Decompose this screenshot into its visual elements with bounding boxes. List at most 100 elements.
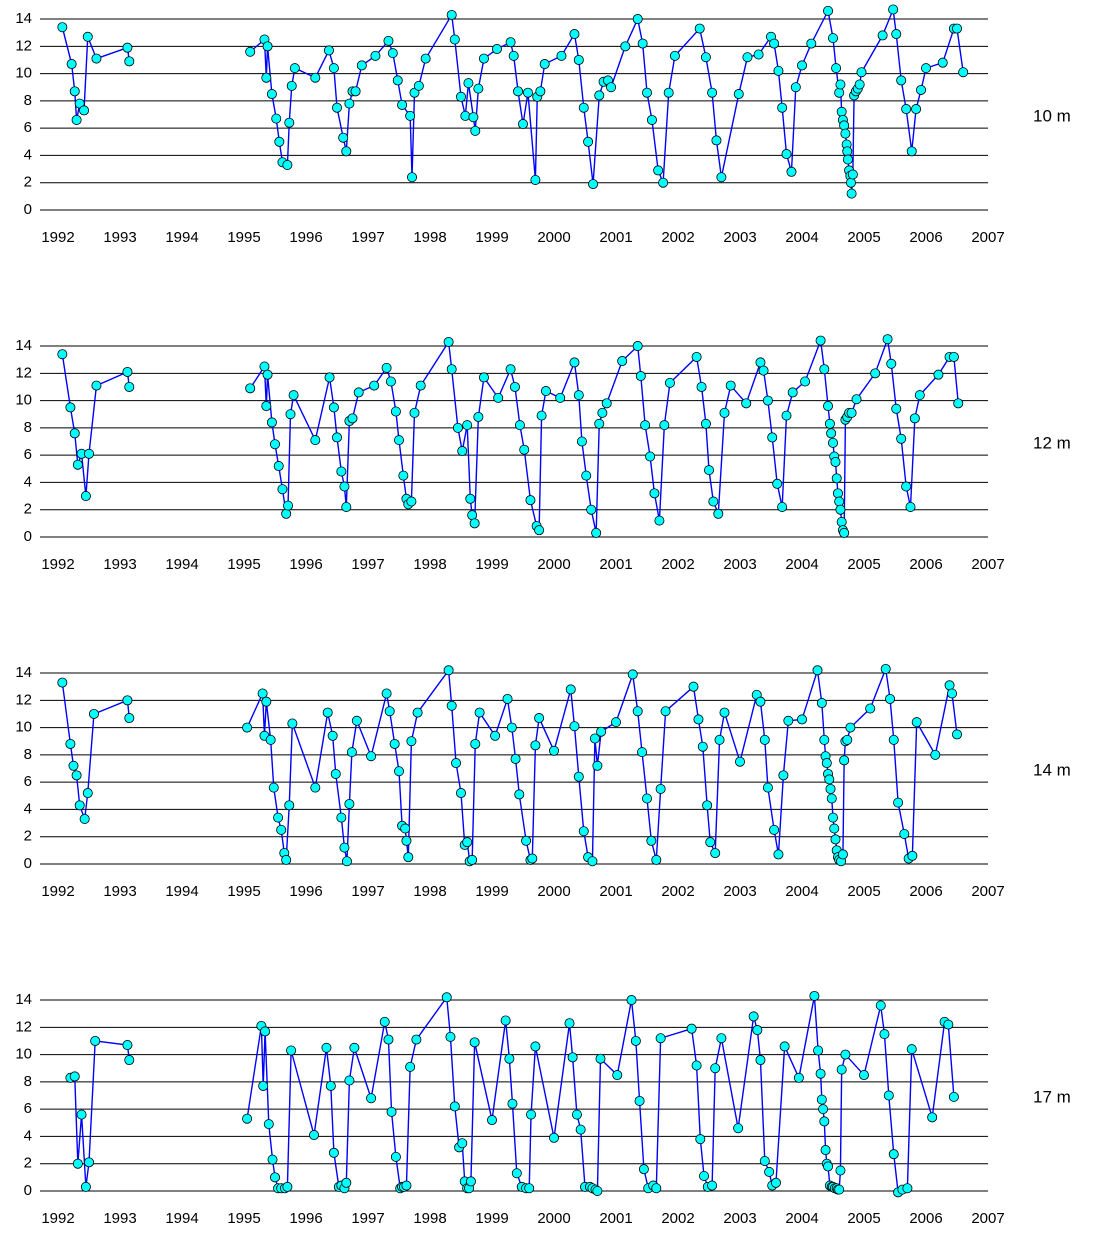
data-point — [646, 835, 657, 846]
data-point — [331, 432, 342, 443]
data-point — [773, 849, 784, 860]
data-point — [704, 465, 715, 476]
data-point — [953, 398, 964, 409]
data-point — [534, 713, 545, 724]
data-point — [816, 698, 827, 709]
data-point — [836, 1064, 847, 1075]
x-tick-label: 2003 — [723, 229, 756, 246]
data-point — [627, 669, 638, 680]
data-point — [581, 470, 592, 481]
data-point — [271, 113, 282, 124]
data-point — [390, 406, 401, 417]
data-point — [282, 159, 293, 170]
data-point — [587, 856, 598, 867]
data-point — [328, 1147, 339, 1158]
data-point — [536, 410, 547, 421]
data-point — [952, 23, 963, 34]
data-point — [601, 398, 612, 409]
data-point — [274, 136, 285, 147]
data-point — [262, 369, 273, 380]
data-point — [242, 1113, 253, 1124]
data-point — [828, 812, 839, 823]
data-point — [846, 407, 857, 418]
y-tick-label: 0 — [24, 528, 32, 545]
data-point — [778, 770, 789, 781]
y-tick-label: 2 — [24, 501, 32, 518]
data-point — [565, 684, 576, 695]
x-tick-label: 2007 — [971, 556, 1004, 573]
data-point — [697, 741, 708, 752]
data-point — [840, 128, 851, 139]
data-point — [571, 1109, 582, 1120]
data-point — [356, 60, 367, 71]
y-tick-label: 8 — [24, 419, 32, 436]
data-point — [502, 693, 513, 704]
data-point — [478, 53, 489, 64]
data-point — [455, 788, 466, 799]
data-point — [835, 1165, 846, 1176]
data-point — [691, 1060, 702, 1071]
data-point — [465, 1176, 476, 1187]
data-point — [80, 491, 91, 502]
x-tick-label: 2000 — [537, 229, 570, 246]
data-point — [91, 53, 102, 64]
data-point — [286, 80, 297, 91]
data-point — [781, 410, 792, 421]
data-point — [310, 782, 321, 793]
data-point — [245, 383, 256, 394]
data-point — [443, 665, 454, 676]
y-tick-label: 8 — [24, 746, 32, 763]
data-point — [824, 774, 835, 785]
x-tick-label: 2005 — [847, 1210, 880, 1227]
data-point — [816, 1094, 827, 1105]
data-point — [521, 835, 532, 846]
data-point — [400, 823, 411, 834]
data-point — [401, 1180, 412, 1191]
data-point — [933, 369, 944, 380]
data-point — [269, 439, 280, 450]
x-tick-label: 2005 — [847, 883, 880, 900]
data-point — [569, 357, 580, 368]
data-point — [260, 1026, 271, 1037]
data-point — [467, 510, 478, 521]
data-point — [630, 1035, 641, 1046]
data-point — [847, 169, 858, 180]
data-point — [344, 98, 355, 109]
data-point — [797, 60, 808, 71]
data-point — [285, 409, 296, 420]
data-point — [504, 1053, 515, 1064]
data-point — [381, 362, 392, 373]
data-point — [462, 837, 473, 848]
data-point — [770, 1177, 781, 1188]
y-tick-label: 2 — [24, 828, 32, 845]
data-point — [825, 783, 836, 794]
data-point — [122, 695, 133, 706]
data-point — [462, 420, 473, 431]
data-point — [839, 120, 850, 131]
data-point — [327, 730, 338, 741]
data-point — [287, 718, 298, 729]
data-point — [84, 448, 95, 459]
data-point — [384, 706, 395, 717]
data-point — [564, 1018, 575, 1029]
data-point — [823, 5, 834, 16]
data-point — [351, 715, 362, 726]
data-point — [90, 1035, 101, 1046]
data-point — [339, 481, 350, 492]
data-point — [815, 1068, 826, 1079]
data-point — [393, 766, 404, 777]
data-point — [534, 525, 545, 536]
data-point — [415, 380, 426, 391]
data-point — [758, 365, 769, 376]
data-point — [91, 380, 102, 391]
data-point — [783, 715, 794, 726]
data-point — [753, 49, 764, 60]
data-point — [865, 703, 876, 714]
y-tick-label: 4 — [24, 1127, 32, 1144]
data-point — [69, 428, 80, 439]
data-point — [289, 63, 300, 74]
data-point — [569, 29, 580, 40]
data-point — [336, 812, 347, 823]
x-tick-label: 1992 — [41, 229, 74, 246]
data-point — [831, 473, 842, 484]
